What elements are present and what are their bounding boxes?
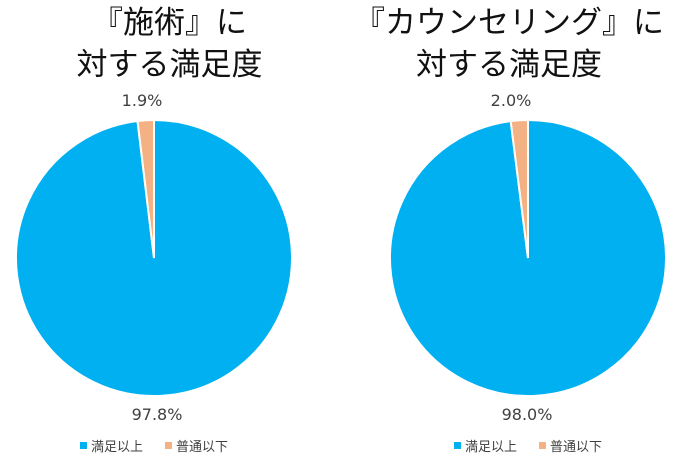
legend: 満足以上 普通以下	[80, 436, 250, 455]
legend-item-satisfied: 満足以上	[454, 436, 517, 455]
slice-label-neutral: 2.0%	[490, 91, 532, 110]
legend-label: 満足以上	[91, 440, 144, 455]
chart-title-line2: 対する満足度	[76, 47, 263, 83]
legend-item-satisfied: 満足以上	[80, 436, 143, 455]
pie-chart	[15, 118, 293, 397]
chart-panel-treatment: 『施術』に 対する満足度 1.9% 97.8% 満足以上 普通以下	[15, 5, 293, 455]
slice-label-satisfied: 97.8%	[131, 405, 183, 424]
legend-swatch-satisfied	[80, 442, 87, 449]
slice-label-satisfied: 98.0%	[501, 405, 553, 424]
legend-item-neutral: 普通以下	[165, 436, 228, 455]
legend-label: 普通以下	[176, 440, 229, 455]
legend: 満足以上 普通以下	[454, 436, 624, 455]
pie-slice-neutral	[509, 118, 529, 259]
legend-label: 普通以下	[550, 440, 603, 455]
chart-title-line1: 『施術』に	[92, 5, 247, 41]
legend-swatch-satisfied	[454, 442, 461, 449]
chart-panel-counseling: 『カウンセリング』に 対する満足度 2.0% 98.0% 満足以上 普通以下	[339, 0, 678, 463]
pie-slice-neutral	[136, 118, 155, 259]
legend-label: 満足以上	[465, 440, 518, 455]
legend-swatch-neutral	[539, 442, 547, 449]
legend-item-neutral: 普通以下	[539, 436, 602, 455]
pie-chart	[389, 118, 667, 397]
chart-title-line1: 『カウンセリング』に	[354, 5, 664, 41]
legend-swatch-neutral	[165, 442, 173, 449]
chart-title-line2: 対する満足度	[416, 47, 602, 83]
slice-label-neutral: 1.9%	[121, 91, 163, 110]
